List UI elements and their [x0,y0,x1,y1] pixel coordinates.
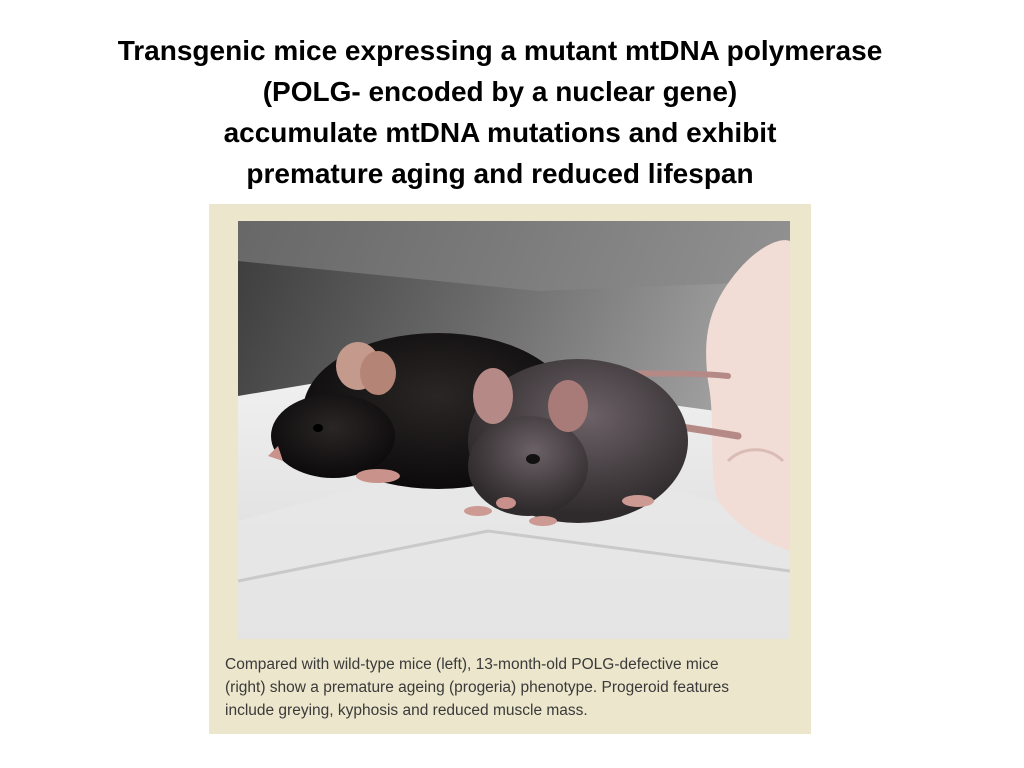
caption-line-3: include greying, kyphosis and reduced mu… [225,702,588,719]
gloved-hand [706,240,790,552]
title-line-2: (POLG- encoded by a nuclear gene) [262,76,738,107]
title-line-4: premature aging and reduced lifespan [246,158,754,189]
title-line-3: accumulate mtDNA mutations and exhibit [223,117,777,148]
title-line-1: Transgenic mice expressing a mutant mtDN… [117,35,883,66]
mice-photo [238,221,790,639]
figure-panel: Compared with wild-type mice (left), 13-… [209,204,811,734]
polg-defective-mouse [464,359,688,526]
caption-line-2: (right) show a premature ageing (progeri… [225,679,730,696]
caption-line-1: Compared with wild-type mice (left), 13-… [225,656,719,673]
slide-title: Transgenic mice expressing a mutant mtDN… [0,30,1000,194]
figure-caption: Compared with wild-type mice (left), 13-… [225,653,803,722]
mice-photo-illustration [238,221,790,639]
